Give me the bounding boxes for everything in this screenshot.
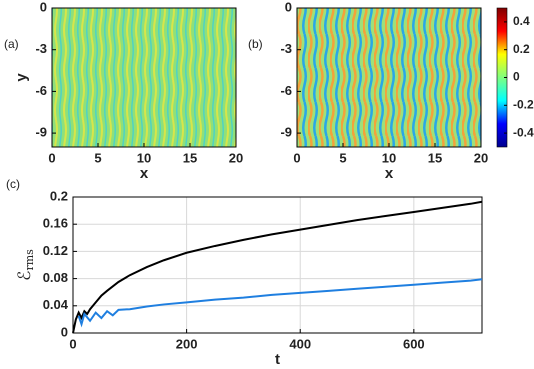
colorbar-tick-label: 0: [513, 70, 520, 84]
x-tick-label: 0: [48, 150, 55, 165]
x-axis-label: x: [385, 165, 394, 182]
plot-frame: [72, 196, 483, 334]
x-tick-label: 0: [69, 336, 76, 351]
y-tick-label: -6: [280, 83, 292, 98]
series-line: [72, 200, 483, 334]
x-tick-label: 200: [176, 336, 198, 351]
y-axis-label: y: [13, 73, 30, 82]
panel-label: (b): [248, 37, 263, 51]
y-label-subscript: rms: [23, 249, 36, 271]
colorbar-tick-label: -0.2: [513, 97, 534, 111]
series-line: [77, 278, 483, 328]
x-tick-label: 20: [229, 150, 243, 165]
y-tick-label: -3: [35, 41, 47, 56]
y-tick-label: -3: [280, 41, 292, 56]
x-tick-label: 10: [382, 150, 396, 165]
x-tick-label: 20: [474, 150, 488, 165]
x-tick-label: 0: [293, 150, 300, 165]
y-tick-label: 0.04: [43, 297, 69, 312]
x-axis-label: x: [140, 165, 149, 182]
y-tick-label: -9: [280, 125, 292, 140]
colorbar-tick-label: -0.4: [513, 125, 534, 139]
x-tick-label: 600: [403, 336, 425, 351]
colorbar-tick-label: 0.2: [513, 42, 530, 56]
y-tick-label: 0.12: [43, 243, 68, 258]
y-tick-label: -6: [35, 83, 47, 98]
field-b: [297, 8, 481, 147]
plot-frame: [51, 7, 237, 148]
y-tick-label: 0: [61, 324, 68, 339]
x-tick-label: 400: [289, 336, 311, 351]
panel-label: (c): [6, 177, 20, 191]
y-tick-label: 0: [285, 0, 292, 14]
y-tick-label: -9: [35, 125, 47, 140]
y-tick-label: 0.08: [43, 270, 68, 285]
y-axis-label: ℰrms: [15, 249, 37, 281]
x-tick-label: 5: [339, 150, 346, 165]
y-tick-label: 0.16: [43, 216, 68, 231]
panel-label: (a): [4, 37, 19, 51]
x-tick-label: 15: [428, 150, 442, 165]
y-tick-label: 0.2: [50, 188, 68, 203]
plot-frame: [296, 7, 482, 148]
x-axis-label: t: [275, 351, 280, 368]
colorbar-tick-label: 0.4: [513, 14, 530, 28]
x-tick-label: 15: [183, 150, 197, 165]
y-label-symbol: ℰ: [15, 271, 35, 281]
y-tick-label: 0: [40, 0, 47, 14]
x-tick-label: 5: [94, 150, 101, 165]
field-a: [52, 8, 236, 147]
x-tick-label: 10: [137, 150, 151, 165]
